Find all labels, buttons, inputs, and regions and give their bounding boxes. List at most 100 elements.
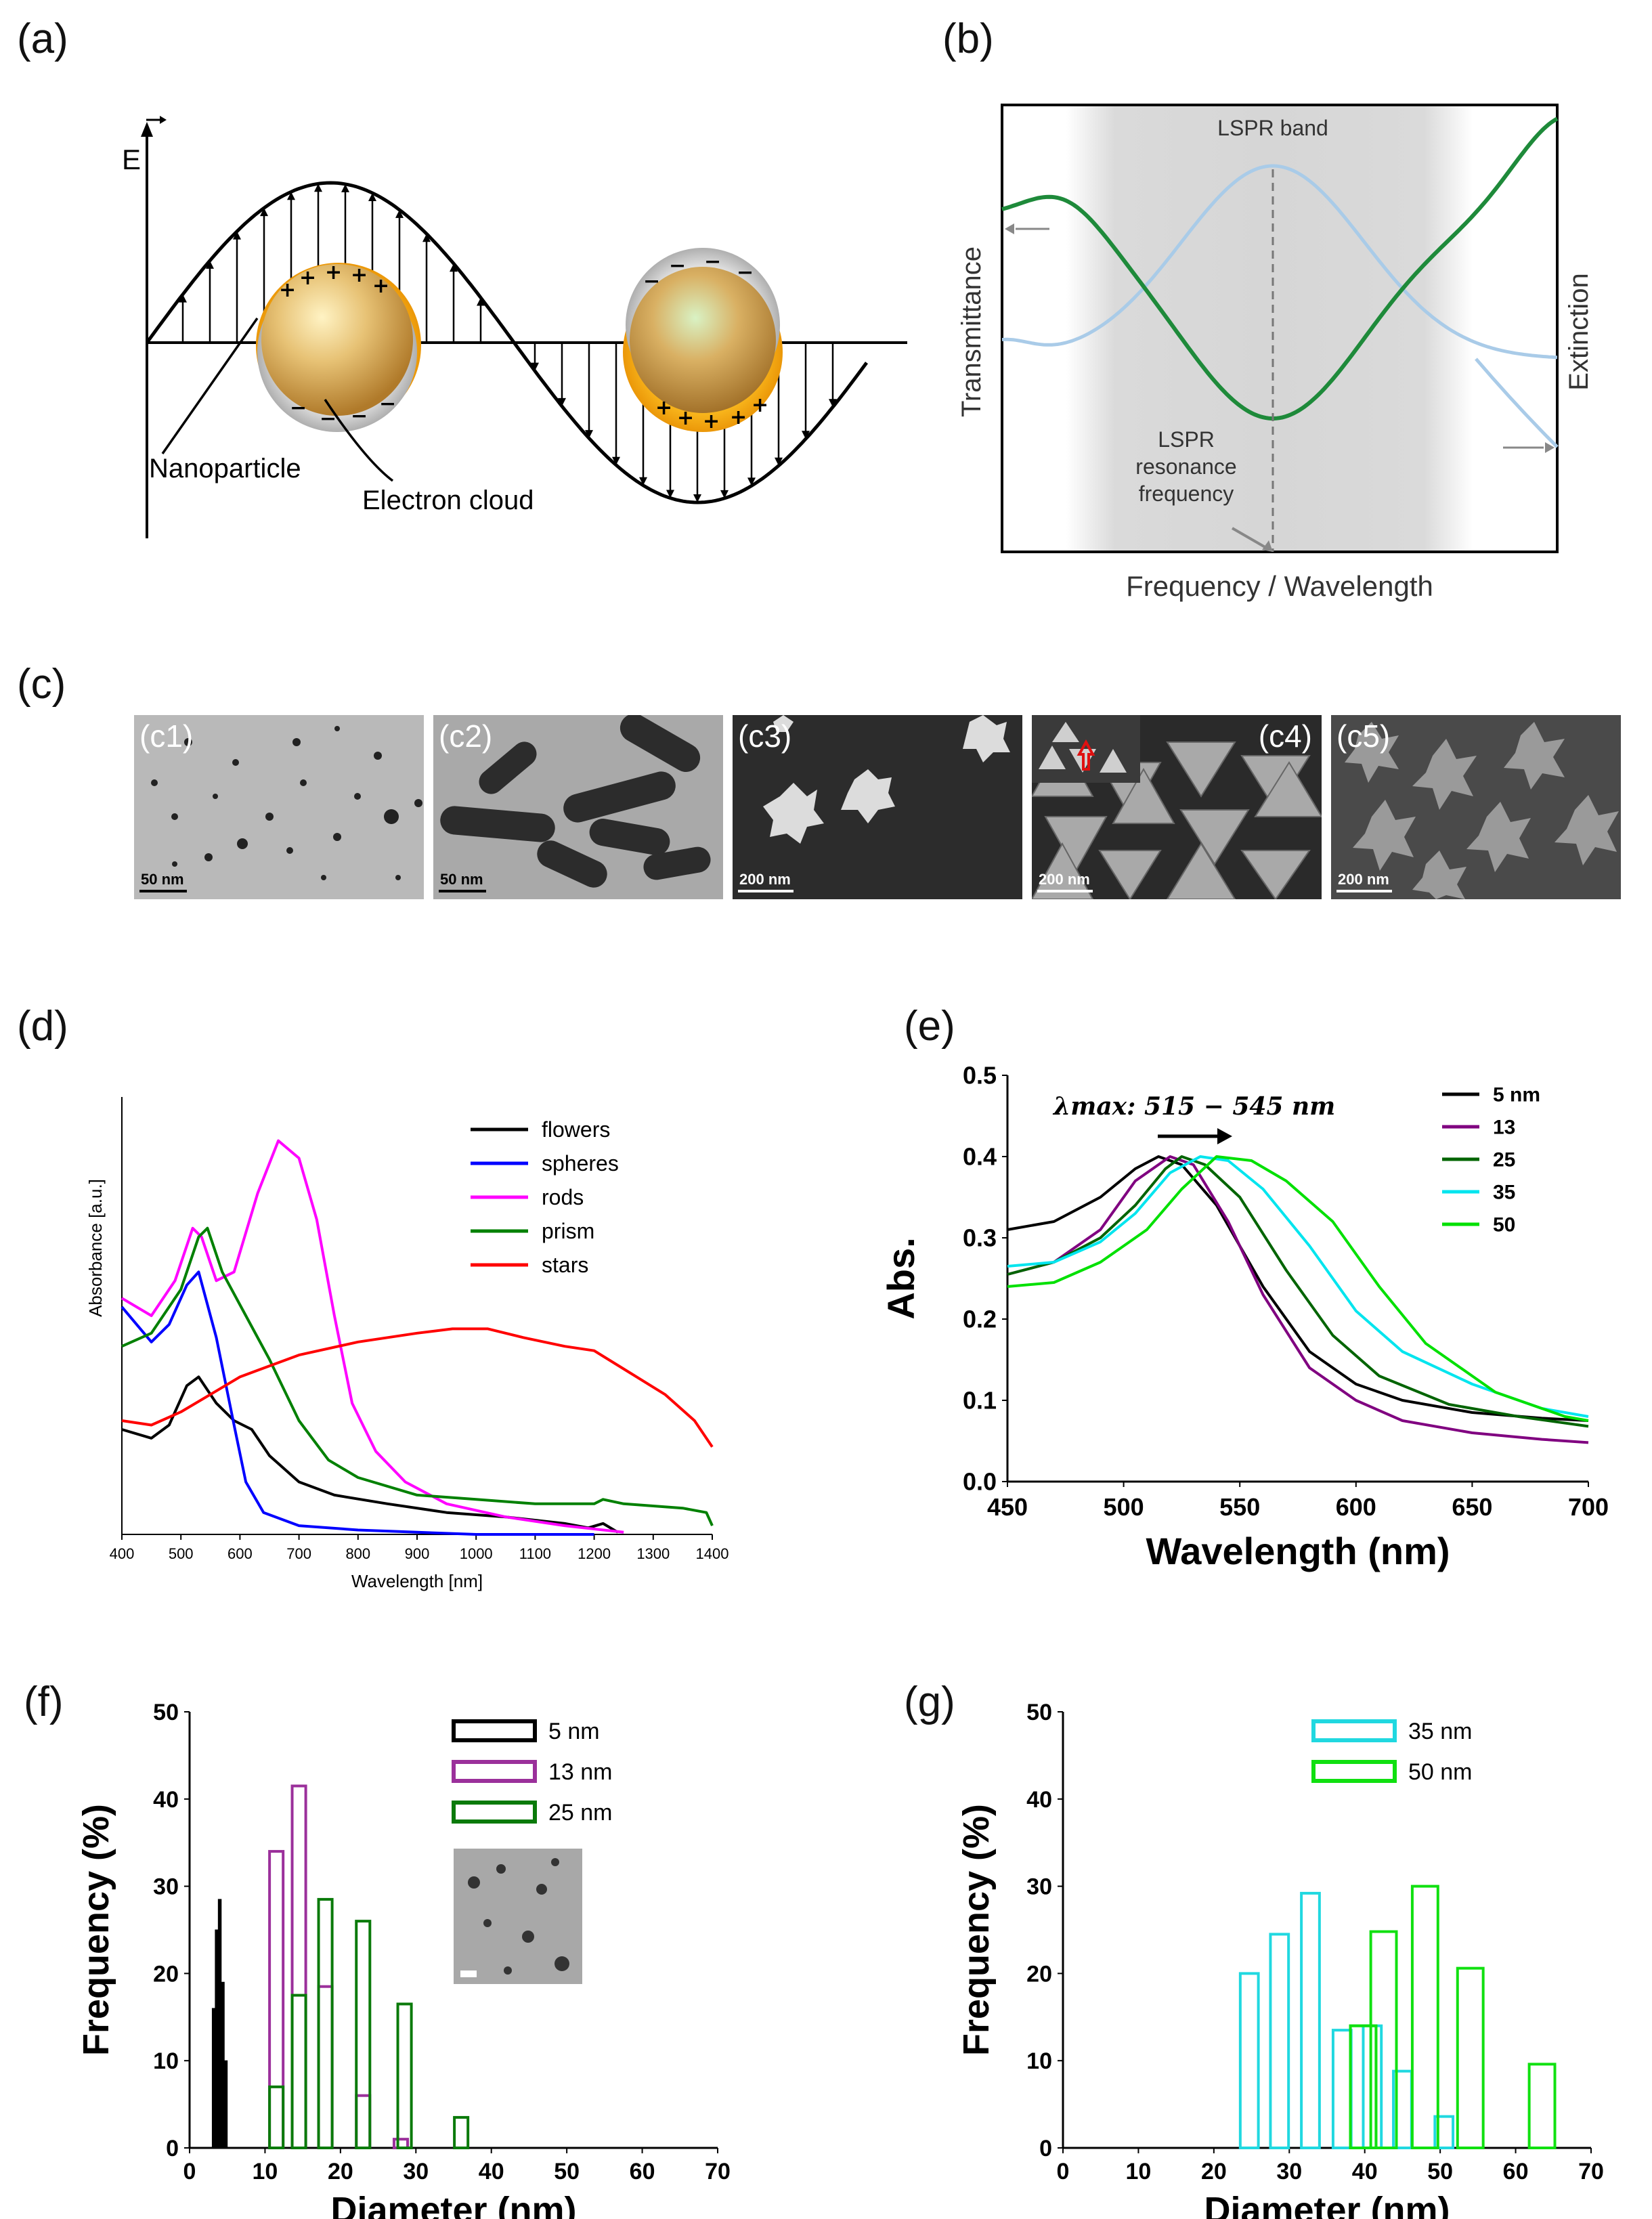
y-tick-label: 0.0 [963,1468,997,1496]
micrograph-label-c4: (c4) [1258,718,1312,754]
svg-text:+: + [299,266,316,290]
svg-text:−: − [669,254,686,278]
lspr-band-label: LSPR band [1217,116,1328,140]
svg-text:+: + [703,410,720,433]
micrograph-c2: (c2) 50 nm [433,715,723,899]
svg-text:−: − [320,407,336,431]
svg-text:+: + [752,393,768,417]
legend-swatch [452,1801,537,1824]
field-arrowhead [368,192,376,201]
field-wave [145,181,869,504]
histogram-bar [1349,2024,1378,2149]
histogram-bar [211,2008,216,2149]
x-tick-label: 70 [705,2159,731,2184]
legend-label: flowers [542,1117,610,1142]
y-tick-label: 20 [153,1961,179,1987]
x-tick-label: 700 [1568,1493,1609,1521]
histogram-bar [1369,1930,1398,2149]
particles-prisms [1032,715,1322,899]
series-line-flowers [121,1375,619,1534]
svg-text:+: + [351,263,368,287]
particles-stars [1345,722,1619,899]
transmittance-curve [1001,116,1559,421]
histogram-bar [317,1897,334,2149]
inset-particle [522,1931,534,1943]
transmittance-label: Transmittance [957,246,986,417]
panel-label-b: (b) [942,16,994,62]
x-tick-label: 600 [227,1545,253,1562]
y-tick-label: 0.1 [963,1387,997,1415]
micrograph-label-c2: (c2) [439,718,493,754]
chart-d-absorbance-shapes: 400 500 600 700 800 900 1000 1100 1200 1300 1400 Wa… [85,1097,729,1591]
svg-text:+: + [325,261,342,284]
series-line-25 [1007,1155,1589,1428]
x-tick-label: 50 [554,2159,580,2184]
histogram-bar [1362,2024,1383,2149]
field-arrowhead [422,234,431,242]
series-line-stars [121,1327,714,1448]
histogram-bar [221,1981,225,2149]
lspr-resonance-line3: frequency [1139,481,1234,506]
scale-bar-c5: 200 nm [1336,871,1392,892]
x-tick-label: 1100 [519,1545,551,1562]
x-tick-label: 40 [1352,2159,1378,2184]
y-tick-label: 0.4 [963,1143,997,1171]
nanoparticle-right: −− − − + + + ++ [623,248,783,433]
histogram-bar [1300,1891,1321,2149]
svg-text:+: + [372,274,389,298]
x-tick-label: 60 [630,2159,655,2184]
series-line-13 [1007,1155,1589,1444]
scale-bar-c1: 50 nm [139,871,187,892]
x-tick-label: 30 [403,2159,429,2184]
y-axis-label: Abs. [879,1237,922,1319]
e-field-label: E [122,144,141,175]
field-arrowhead [747,477,756,486]
inset-particle [551,1858,559,1866]
particles-spheres [151,726,422,880]
svg-text:−: − [351,404,368,428]
series-line-rods [121,1139,624,1534]
micrograph-c5: (c5) 200 nm [1331,715,1621,899]
legend-swatch [1311,1760,1397,1783]
x-tick-label: 20 [328,2159,353,2184]
field-arrowhead [639,477,647,486]
x-tick-label: 650 [1452,1493,1492,1521]
field-arrowhead [341,184,349,192]
extinction-label: Extinction [1564,273,1594,390]
y-tick-label: 0.3 [963,1224,997,1252]
histogram-bar [1456,1966,1485,2149]
panel-label-d: (d) [17,1003,68,1050]
y-tick-label: 40 [1026,1787,1052,1813]
field-arrowhead [477,297,485,306]
field-arrowhead [558,397,566,406]
x-axis-label: Diameter (nm) [1204,2190,1450,2219]
chart-f-size-distribution: 0 10 20 30 40 50 60 70 0 10 20 30 40 50 Diameter (nm) F… [76,1700,731,2219]
svg-text:−: − [704,250,721,274]
lambda-max-annotation: λmax: 515 − 545 nm [1052,1092,1335,1121]
y-tick-label: 0.5 [963,1062,997,1090]
legend-label: 5 nm [1493,1084,1540,1106]
series-line-prism [121,1226,714,1526]
svg-text:−: − [737,261,754,284]
scale-bar-c3: 200 nm [738,871,794,892]
field-arrowhead [450,263,458,272]
histogram-bar [1331,2029,1353,2149]
legend-swatch [452,1760,537,1783]
x-tick-label: 1400 [696,1545,729,1562]
y-tick-label: 10 [1026,2048,1052,2074]
y-axis-label: Absorbance [a.u.] [85,1179,106,1317]
y-tick-label: 50 [153,1700,179,1725]
x-tick-label: 40 [479,2159,504,2184]
field-arrowhead [802,431,810,439]
histogram-bar [1238,1972,1260,2149]
x-tick-label: 10 [1126,2159,1152,2184]
histogram-bar [453,2115,470,2149]
legend-label: 35 nm [1408,1719,1473,1744]
field-arrowhead [179,294,187,303]
micrograph-c3: (c3) 200 nm [733,715,1022,899]
inset-particle [504,1966,512,1975]
lspr-resonance-line2: resonance [1135,454,1236,479]
electron-cloud-label: Electron cloud [362,486,534,515]
series-line-35 [1007,1155,1589,1418]
y-tick-label: 0 [1039,2136,1052,2161]
